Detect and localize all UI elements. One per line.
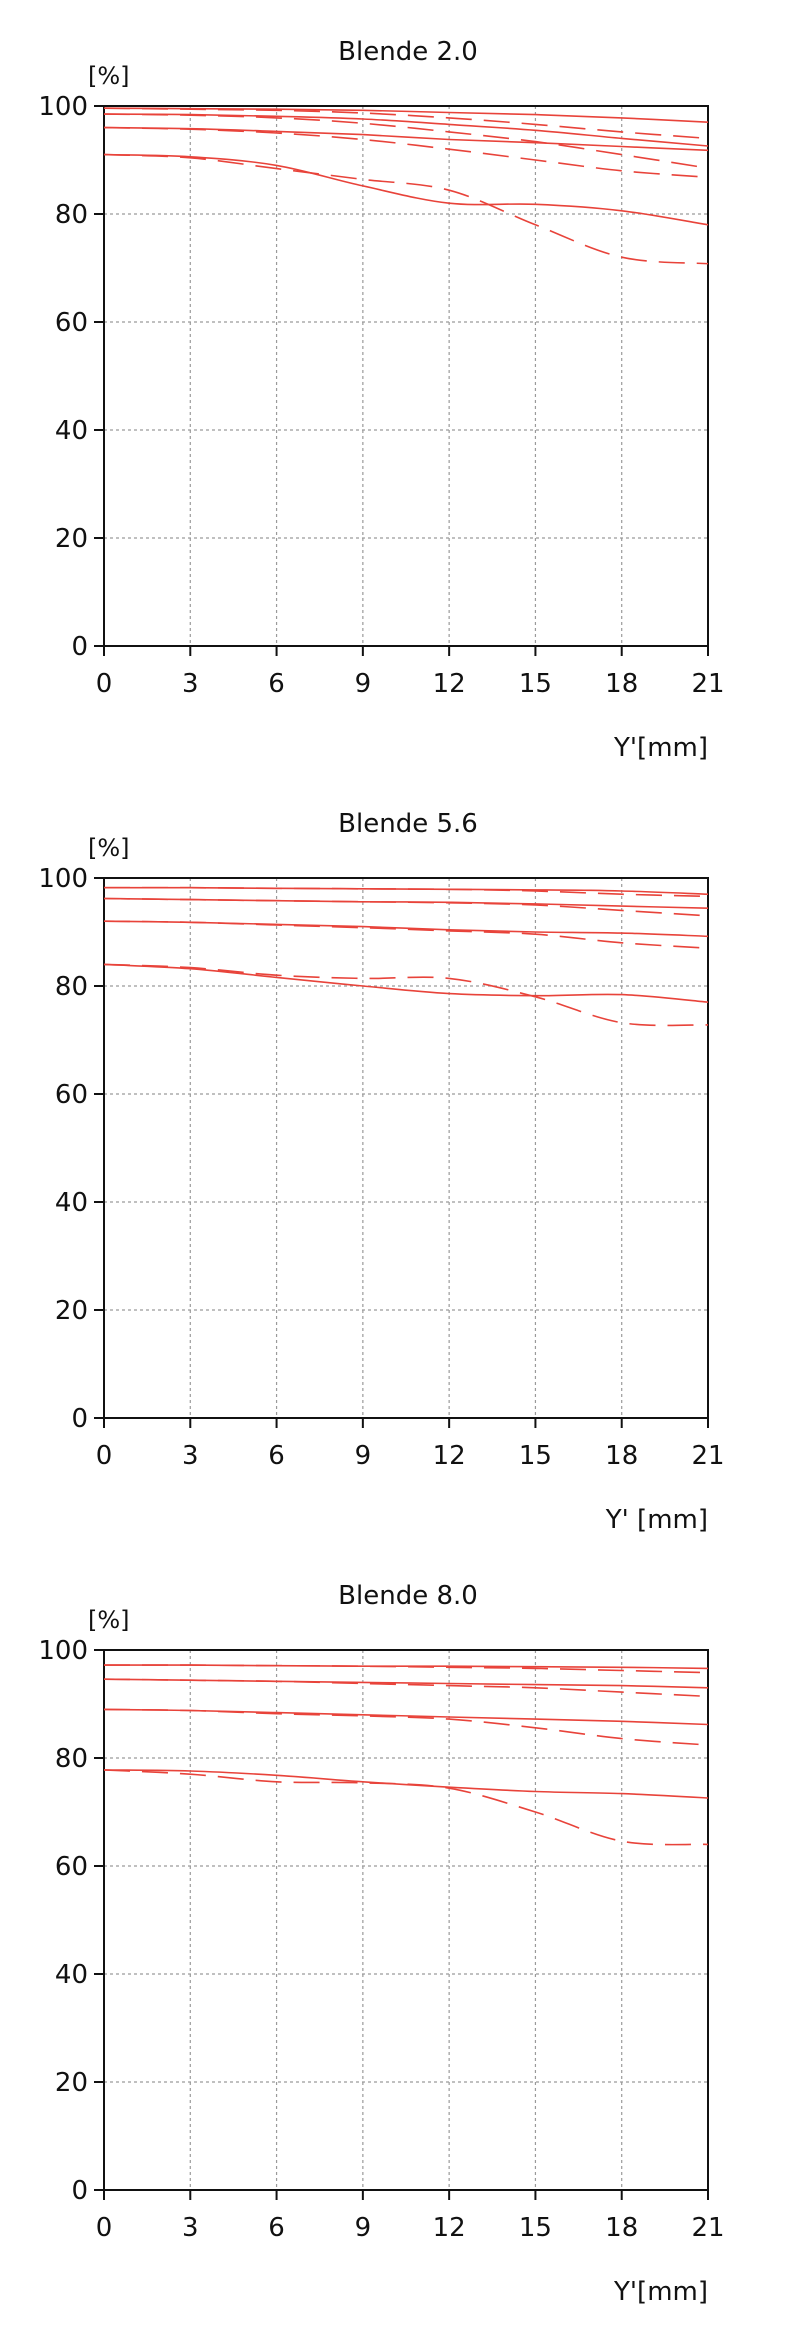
x-tick-label: 6 [268,1441,285,1471]
y-tick-label: 100 [38,1636,88,1666]
x-tick-label: 15 [519,1441,552,1471]
y-tick-label: 40 [55,416,88,446]
y-tick-label: 0 [71,2176,88,2206]
y-tick-label: 0 [71,632,88,662]
mtf-series-4-dashed [103,113,709,169]
x-tick-label: 9 [355,669,372,699]
x-axis-label: Y'[mm] [613,2277,708,2307]
y-tick-label: 40 [55,1188,88,1218]
y-tick-label: 20 [55,1296,88,1326]
y-tick-label: 100 [38,864,88,894]
y-tick-label: 60 [55,1852,88,1882]
x-tick-label: 18 [605,669,638,699]
x-axis-label: Y'[mm] [613,733,708,763]
y-tick-label: 100 [38,92,88,122]
mtf-series-2-dashed [103,1664,709,1674]
x-tick-label: 15 [519,2213,552,2243]
x-tick-label: 9 [355,2213,372,2243]
y-tick-label: 60 [55,1080,88,1110]
y-tick-label: 80 [55,1744,88,1774]
y-tick-label: 60 [55,308,88,338]
plot-frame [103,877,709,1419]
mtf-series-6-dashed [103,1708,709,1746]
chart-title: Blende 2.0 [338,37,478,67]
mtf-series-5-solid [103,1708,709,1726]
y-tick-label: 20 [55,524,88,554]
mtf-series-5-solid [103,920,709,938]
x-tick-label: 6 [268,669,285,699]
x-tick-label: 0 [96,669,113,699]
x-tick-label: 12 [433,669,466,699]
x-tick-label: 9 [355,1441,372,1471]
y-tick-label: 80 [55,200,88,230]
y-tick-label: 40 [55,1960,88,1990]
y-unit-label: [%] [88,1606,130,1634]
y-unit-label: [%] [88,834,130,862]
x-tick-label: 18 [605,2213,638,2243]
mtf-series-7-solid [103,153,709,226]
x-tick-label: 12 [433,1441,466,1471]
mtf-series-6-dashed [103,920,709,949]
y-tick-label: 20 [55,2068,88,2098]
mtf-series-7-solid [103,963,709,1003]
mtf-series-8-dashed [103,153,709,265]
x-tick-label: 3 [182,2213,199,2243]
x-tick-label: 15 [519,669,552,699]
grid [104,878,708,1418]
x-tick-label: 21 [691,2213,724,2243]
x-tick-label: 18 [605,1441,638,1471]
chart-blende-5-6: Blende 5.6 [%] 0 3 6 9 12 15 18 21 0 20 40 60 80 100 Y' … [38,809,724,1535]
x-tick-label: 12 [433,2213,466,2243]
grid [104,106,708,646]
x-tick-label: 0 [96,1441,113,1471]
x-tick-label: 6 [268,2213,285,2243]
chart-blende-2-0: Blende 2.0 [%] 0 3 6 9 12 15 18 21 0 20 40 60 80 100 Y'[… [38,37,724,763]
y-unit-label: [%] [88,62,130,90]
chart-title: Blende 8.0 [338,1581,478,1611]
mtf-series-6-dashed [103,126,709,179]
mtf-series-1-solid [103,886,709,895]
y-tick-label: 80 [55,972,88,1002]
grid [104,1650,708,2190]
mtf-series-2-dashed [103,107,709,140]
chart-blende-8-0: Blende 8.0 [%] 0 3 6 9 12 15 18 21 0 20 40 60 80 100 Y'[… [38,1581,724,2307]
mtf-series-4-dashed [103,1678,709,1698]
mtf-series-8-dashed [103,1769,709,1846]
x-tick-label: 21 [691,1441,724,1471]
mtf-series-2-dashed [103,886,709,898]
mtf-series-4-dashed [103,897,709,917]
plot-frame [103,105,709,647]
x-tick-label: 21 [691,669,724,699]
x-tick-label: 3 [182,1441,199,1471]
chart-title: Blende 5.6 [338,809,478,839]
plot-frame [103,1649,709,2191]
x-axis-label: Y' [mm] [605,1505,708,1535]
mtf-series-7-solid [103,1769,709,1799]
y-tick-label: 0 [71,1404,88,1434]
x-tick-label: 3 [182,669,199,699]
mtf-series-8-dashed [103,963,709,1027]
x-tick-label: 0 [96,2213,113,2243]
